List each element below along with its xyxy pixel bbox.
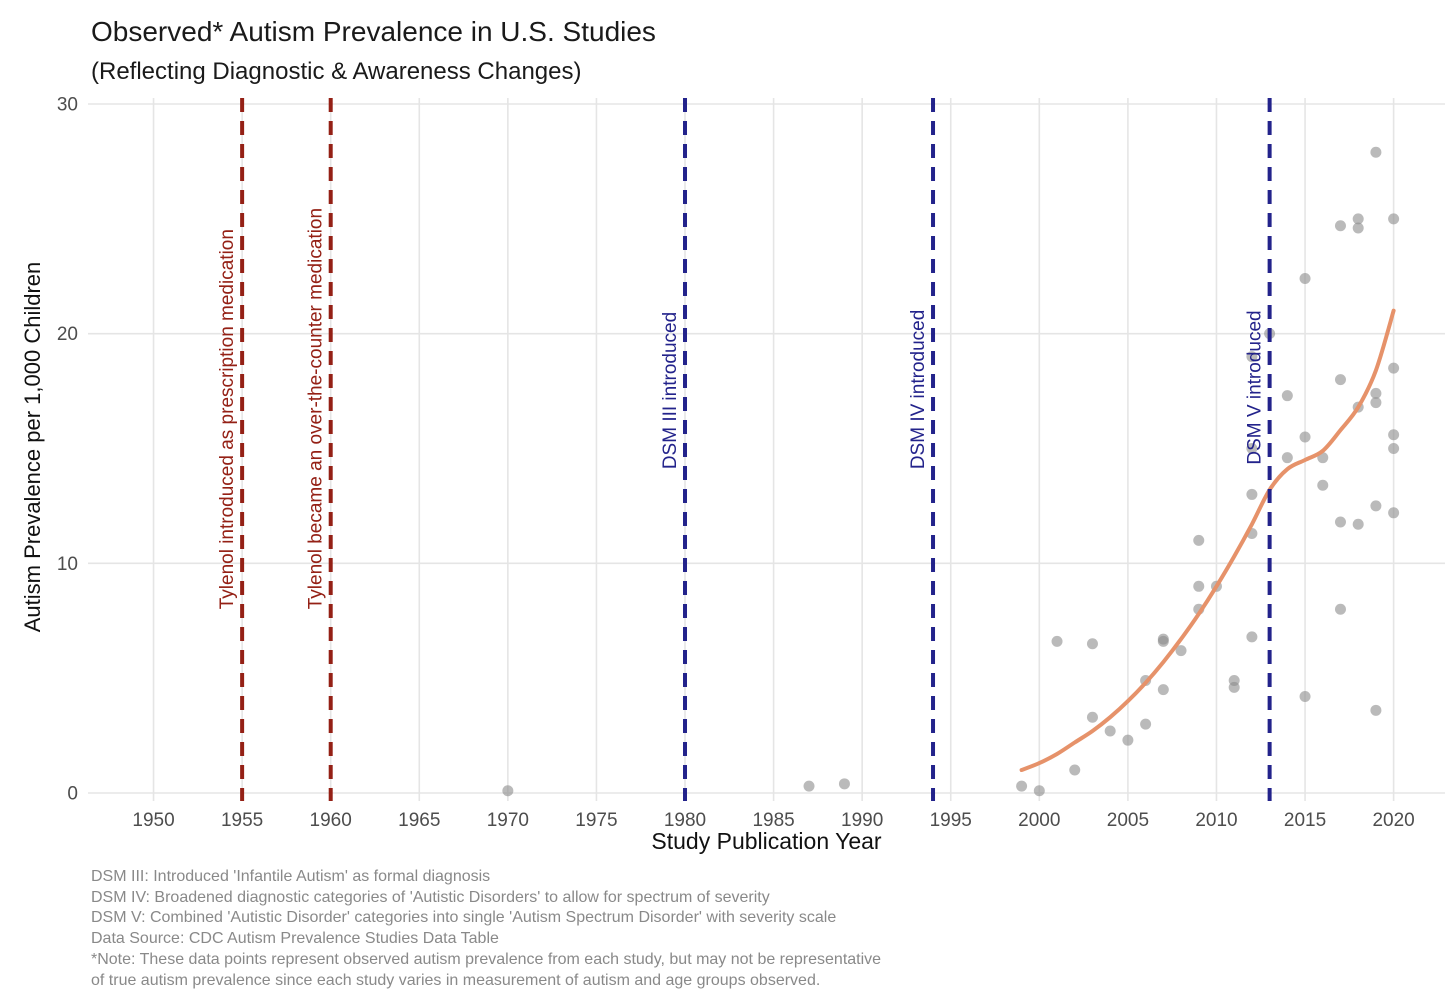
event-line-label: Tylenol became an over-the-counter medic… — [306, 208, 327, 609]
x-tick-label: 1985 — [752, 810, 794, 831]
data-point — [1388, 362, 1400, 374]
data-point — [1246, 488, 1258, 500]
event-line-label: Tylenol introduced as prescription medic… — [217, 229, 238, 609]
footnote-dsm4: DSM IV: Broadened diagnostic categories … — [91, 888, 770, 906]
y-tick-label: 20 — [57, 324, 78, 345]
data-point — [1122, 734, 1134, 746]
data-point — [1104, 725, 1116, 737]
y-axis-title: Autism Prevalence per 1,000 Children — [20, 261, 45, 633]
x-tick-label: 1970 — [487, 810, 529, 831]
data-point — [1370, 500, 1382, 512]
data-point — [1193, 580, 1205, 592]
data-point — [803, 780, 815, 792]
data-point — [1299, 431, 1311, 443]
data-point — [1370, 704, 1382, 716]
x-tick-label: 2005 — [1107, 810, 1149, 831]
data-point — [1281, 390, 1293, 402]
x-tick-label: 1975 — [575, 810, 617, 831]
data-point — [1016, 780, 1028, 792]
footnotes: DSM III: Introduced 'Infantile Autism' a… — [91, 867, 881, 991]
data-point — [1246, 443, 1258, 454]
y-tick-label: 0 — [67, 784, 78, 805]
x-tick-label: 1965 — [398, 810, 440, 831]
x-tick-label: 1950 — [132, 810, 174, 831]
data-point — [1370, 397, 1382, 409]
data-point — [1388, 429, 1400, 441]
footnote-dsm5: DSM V: Combined 'Autistic Disorder' cate… — [91, 909, 837, 927]
data-point — [1281, 452, 1293, 464]
data-point — [1140, 718, 1152, 730]
data-point — [1051, 635, 1063, 647]
data-point — [1388, 213, 1400, 225]
y-tick-label: 30 — [57, 95, 78, 116]
data-point — [1388, 443, 1400, 454]
data-point — [1370, 146, 1382, 158]
data-point — [1352, 222, 1364, 234]
data-point — [1193, 534, 1205, 546]
data-point — [1352, 213, 1364, 225]
x-axis-title: Study Publication Year — [651, 828, 882, 854]
data-point — [1069, 764, 1081, 776]
event-line-label: DSM IV introduced — [908, 310, 929, 469]
x-tick-label: 2010 — [1195, 810, 1237, 831]
event-line-label: DSM V introduced — [1245, 310, 1266, 464]
page-title: Observed* Autism Prevalence in U.S. Stud… — [91, 16, 656, 47]
data-point — [1228, 674, 1240, 686]
data-point — [1157, 633, 1169, 645]
x-tick-label: 2000 — [1018, 810, 1060, 831]
page-subtitle: (Reflecting Diagnostic & Awareness Chang… — [91, 58, 582, 85]
data-point — [1334, 603, 1346, 615]
x-tick-label: 1990 — [841, 810, 883, 831]
data-point — [1086, 638, 1098, 650]
x-tick-label: 1955 — [221, 810, 263, 831]
footnote-dsm3: DSM III: Introduced 'Infantile Autism' a… — [91, 868, 491, 885]
data-point — [1370, 387, 1382, 399]
x-tick-label: 1980 — [664, 810, 706, 831]
x-tick-label: 1960 — [310, 810, 352, 831]
y-tick-label: 10 — [57, 554, 78, 575]
data-point — [1157, 684, 1169, 696]
data-point — [1317, 479, 1329, 491]
footnote-note-line2: of true autism prevalence since each stu… — [91, 971, 821, 989]
footnote-data-source: Data Source: CDC Autism Prevalence Studi… — [91, 930, 499, 948]
data-point — [1033, 785, 1045, 797]
x-tick-label: 1995 — [930, 810, 972, 831]
data-point — [838, 778, 850, 790]
x-tick-label: 2020 — [1372, 810, 1414, 831]
x-tick-label: 2015 — [1284, 810, 1326, 831]
data-point — [1334, 220, 1346, 232]
data-point — [1299, 273, 1311, 285]
data-point — [1246, 351, 1258, 363]
data-point — [1334, 516, 1346, 528]
data-point — [502, 785, 514, 797]
data-point — [1299, 691, 1311, 703]
data-point — [1352, 518, 1364, 530]
data-point — [1246, 631, 1258, 643]
data-point — [1334, 374, 1346, 386]
trend-line — [1019, 308, 1396, 772]
data-point — [1388, 507, 1400, 519]
data-point — [1086, 711, 1098, 723]
data-point — [1175, 645, 1187, 657]
footnote-note-line1: *Note: These data points represent obser… — [91, 950, 882, 968]
event-line-label: DSM III introduced — [660, 312, 681, 469]
